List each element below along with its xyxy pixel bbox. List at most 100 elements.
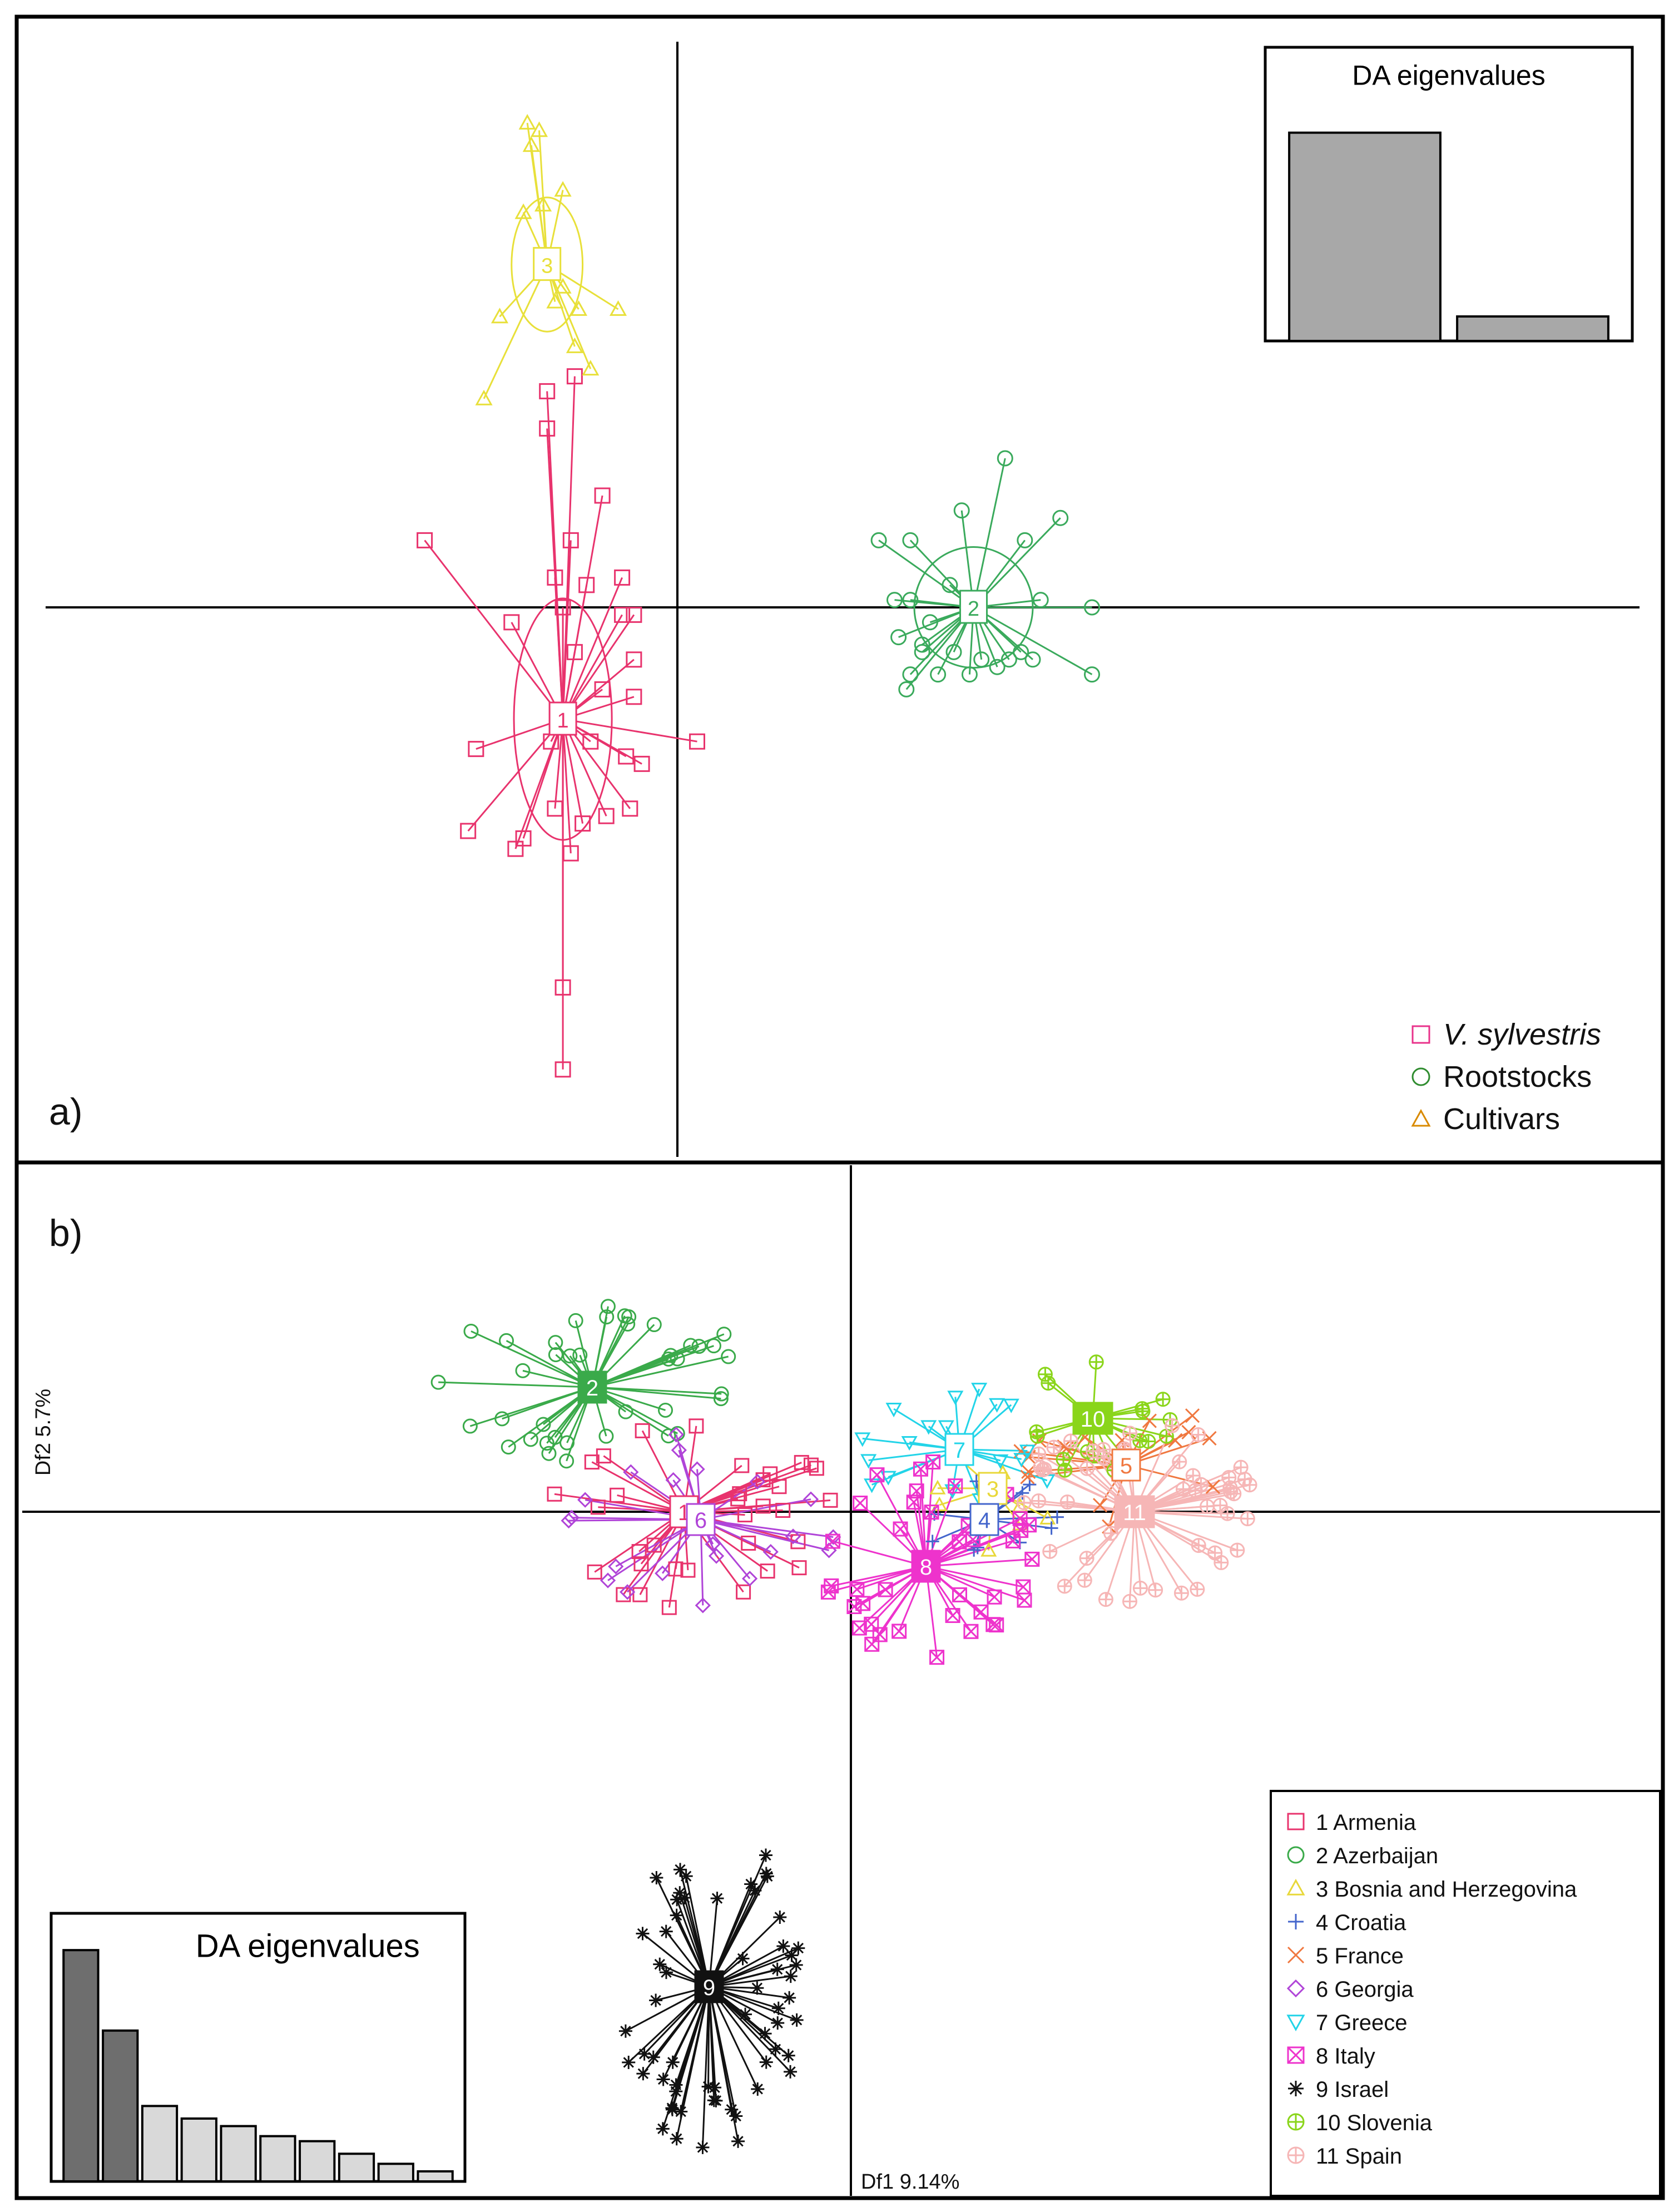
data-point bbox=[785, 1948, 799, 1962]
spoke-line bbox=[467, 719, 564, 832]
data-point bbox=[731, 2134, 745, 2148]
data-point bbox=[1142, 1413, 1157, 1428]
group-3-centroid: 3 bbox=[978, 1472, 1008, 1505]
data-point bbox=[744, 1877, 758, 1891]
data-point bbox=[854, 1432, 871, 1447]
data-point bbox=[770, 1962, 784, 1976]
data-point bbox=[775, 1503, 791, 1518]
data-point bbox=[846, 1599, 862, 1614]
eigen-inset-title: DA eigenvalues bbox=[196, 1928, 420, 1964]
data-point bbox=[864, 1636, 880, 1652]
data-point bbox=[1185, 1468, 1201, 1483]
data-point bbox=[759, 1848, 773, 1862]
group-7-centroid: 7 bbox=[944, 1433, 974, 1466]
data-point bbox=[1016, 1495, 1032, 1511]
data-point bbox=[942, 577, 958, 593]
data-point bbox=[614, 606, 631, 623]
data-point bbox=[809, 1461, 824, 1476]
data-point bbox=[674, 2105, 688, 2119]
data-point bbox=[503, 614, 520, 631]
data-point bbox=[673, 1863, 687, 1877]
data-point bbox=[716, 1327, 732, 1342]
data-point bbox=[600, 1572, 616, 1589]
legend-label: 3 Bosnia and Herzegovina bbox=[1316, 1877, 1577, 1902]
group-3: 3 bbox=[475, 113, 627, 405]
data-point bbox=[914, 636, 930, 653]
spoke-line bbox=[708, 1854, 767, 1987]
data-point bbox=[737, 1507, 753, 1523]
data-point bbox=[1013, 1453, 1030, 1468]
data-point bbox=[823, 1492, 838, 1508]
panel-a: 1 2 3 DA eigenvalues V. sylvestris Rootstocks… bbox=[46, 42, 1640, 1157]
spoke-line bbox=[708, 1986, 715, 2101]
data-point bbox=[824, 1578, 839, 1594]
data-point bbox=[784, 1969, 798, 1983]
spoke-line bbox=[831, 1565, 927, 1587]
legend-frame bbox=[1270, 1790, 1661, 2197]
legend-label: 1 Armenia bbox=[1316, 1810, 1416, 1835]
legend-a: V. sylvestris Rootstocks Cultivars bbox=[1411, 1018, 1601, 1136]
data-point bbox=[1135, 1401, 1150, 1417]
data-point bbox=[631, 1544, 647, 1560]
data-point bbox=[729, 2109, 743, 2123]
data-point bbox=[566, 644, 583, 660]
data-point bbox=[755, 1498, 771, 1514]
spoke-line bbox=[700, 1518, 834, 1538]
data-point bbox=[878, 1582, 893, 1597]
data-point bbox=[1176, 1481, 1191, 1497]
data-point bbox=[1207, 1545, 1223, 1561]
data-point bbox=[929, 1479, 946, 1495]
spoke-line bbox=[562, 719, 584, 824]
data-point bbox=[952, 1587, 967, 1602]
data-point bbox=[953, 502, 970, 519]
data-point bbox=[559, 1435, 575, 1451]
data-point bbox=[1096, 1450, 1111, 1466]
spoke-line bbox=[470, 1330, 593, 1388]
data-point bbox=[790, 2013, 804, 2027]
data-point bbox=[803, 1457, 819, 1473]
data-point bbox=[554, 278, 572, 294]
data-point bbox=[762, 1543, 779, 1560]
data-point bbox=[1046, 1439, 1062, 1455]
spoke-line bbox=[438, 1381, 593, 1388]
data-point bbox=[534, 196, 552, 212]
data-point bbox=[791, 1941, 805, 1955]
spoke-line bbox=[828, 1565, 927, 1593]
data-point bbox=[689, 1461, 705, 1477]
data-point bbox=[491, 308, 509, 324]
data-point bbox=[618, 1404, 633, 1419]
data-point bbox=[750, 1981, 764, 1995]
data-point bbox=[1092, 1498, 1108, 1513]
data-point bbox=[680, 1562, 696, 1578]
data-point bbox=[661, 1600, 677, 1615]
data-point bbox=[929, 1650, 945, 1665]
spoke-line bbox=[562, 495, 603, 720]
spoke-line bbox=[685, 1876, 710, 1987]
eigen-bar-7 bbox=[299, 2140, 336, 2183]
data-point bbox=[864, 1616, 879, 1632]
data-point bbox=[658, 1402, 673, 1418]
data-point bbox=[683, 1338, 699, 1353]
data-point bbox=[947, 1390, 964, 1406]
spoke-line bbox=[562, 719, 572, 854]
data-point bbox=[659, 1924, 673, 1938]
data-point bbox=[594, 487, 611, 504]
data-point bbox=[635, 1423, 650, 1438]
data-point bbox=[596, 1448, 611, 1464]
data-point bbox=[1088, 1354, 1104, 1370]
centroid-label: 7 bbox=[953, 1438, 965, 1463]
data-point bbox=[554, 181, 572, 197]
data-point bbox=[582, 733, 599, 750]
spoke-line bbox=[522, 719, 564, 839]
centroid-label: 9 bbox=[703, 1976, 715, 2000]
centroid-box bbox=[959, 590, 988, 624]
data-point bbox=[546, 293, 564, 309]
data-point bbox=[880, 1471, 897, 1486]
data-point bbox=[499, 1333, 514, 1348]
spoke-line bbox=[925, 1517, 1021, 1567]
data-point bbox=[1214, 1555, 1229, 1570]
data-point bbox=[1220, 1506, 1235, 1521]
data-point bbox=[1079, 1551, 1094, 1566]
data-point bbox=[649, 1993, 663, 2007]
data-point bbox=[659, 1966, 673, 1980]
